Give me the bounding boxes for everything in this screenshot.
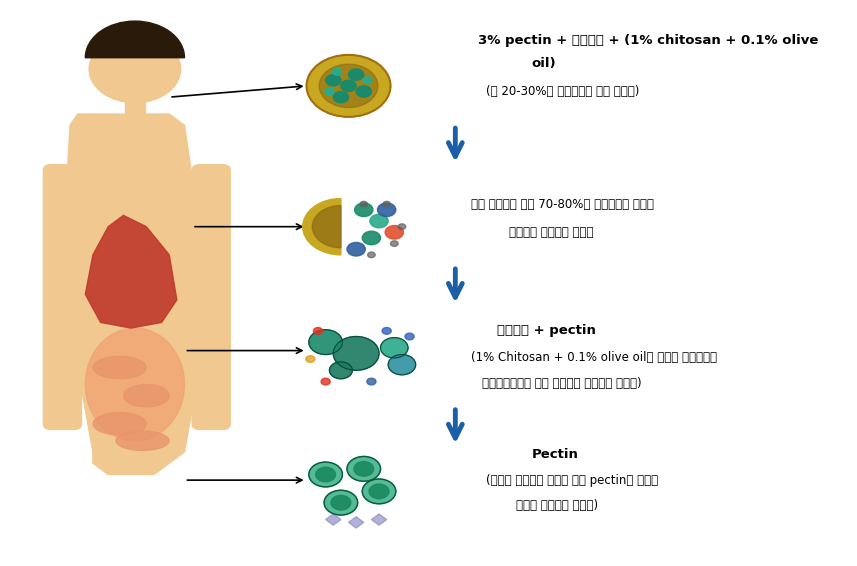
Circle shape (367, 378, 376, 385)
Circle shape (307, 55, 391, 117)
Text: (약 20-30%의 매실소재가 겔을 형성함): (약 20-30%의 매실소재가 겔을 형성함) (486, 85, 639, 98)
Text: Pectin: Pectin (531, 448, 578, 461)
Text: 지방분해효소에 의해 소장에서 용해되어 작용함): 지방분해효소에 의해 소장에서 용해되어 작용함) (482, 377, 642, 390)
Ellipse shape (86, 328, 184, 441)
Circle shape (347, 456, 381, 481)
FancyBboxPatch shape (192, 165, 231, 430)
Circle shape (360, 201, 368, 207)
Circle shape (309, 330, 343, 354)
Circle shape (326, 75, 341, 86)
Circle shape (369, 484, 389, 499)
Polygon shape (63, 114, 204, 474)
Ellipse shape (116, 431, 169, 451)
Circle shape (309, 462, 343, 487)
Circle shape (363, 77, 372, 84)
Text: 매실소재 + pectin: 매실소재 + pectin (497, 324, 596, 337)
Circle shape (315, 467, 336, 482)
Circle shape (341, 80, 357, 92)
Circle shape (325, 88, 334, 95)
Text: 겔을 형성하지 않은 70-80%의 매실소재의 일부는: 겔을 형성하지 않은 70-80%의 매실소재의 일부는 (470, 198, 653, 211)
Ellipse shape (123, 384, 169, 407)
Circle shape (363, 479, 396, 504)
Text: (대장의 수분흡수 작용에 의해 pectin과 결합된: (대장의 수분흡수 작용에 의해 pectin과 결합된 (486, 474, 658, 487)
Circle shape (368, 252, 375, 258)
Text: (1% Chitosan + 0.1% olive oil과 결합한 매실소재는: (1% Chitosan + 0.1% olive oil과 결합한 매실소재는 (470, 351, 716, 364)
Circle shape (331, 495, 351, 510)
Text: 위장에서 흡수되어 작용함: 위장에서 흡수되어 작용함 (509, 226, 593, 239)
Circle shape (319, 64, 378, 108)
Circle shape (321, 378, 330, 385)
Wedge shape (86, 21, 184, 58)
Text: 매실이 용해되어 작용함): 매실이 용해되어 작용함) (517, 499, 598, 512)
Circle shape (377, 203, 396, 217)
Ellipse shape (93, 413, 147, 435)
Circle shape (357, 86, 371, 97)
Wedge shape (312, 205, 341, 248)
Circle shape (314, 328, 322, 335)
Circle shape (355, 203, 373, 217)
FancyBboxPatch shape (125, 92, 145, 114)
Circle shape (391, 241, 399, 246)
Circle shape (306, 355, 315, 362)
Circle shape (363, 231, 381, 245)
Circle shape (381, 338, 408, 358)
Circle shape (349, 69, 363, 80)
Circle shape (388, 354, 416, 375)
Text: 3% pectin + 매실소재 + (1% chitosan + 0.1% olive: 3% pectin + 매실소재 + (1% chitosan + 0.1% o… (478, 35, 818, 48)
Circle shape (329, 362, 352, 379)
Ellipse shape (93, 356, 147, 379)
Circle shape (333, 68, 342, 75)
Circle shape (399, 224, 405, 229)
Circle shape (347, 242, 365, 256)
Text: oil): oil) (531, 57, 556, 70)
Wedge shape (303, 199, 341, 255)
Circle shape (333, 337, 379, 370)
Polygon shape (86, 216, 177, 328)
Circle shape (324, 490, 357, 515)
Circle shape (354, 461, 374, 476)
Circle shape (383, 201, 391, 207)
Circle shape (333, 92, 349, 103)
FancyBboxPatch shape (44, 165, 81, 430)
Circle shape (89, 35, 181, 103)
Circle shape (405, 333, 414, 340)
Circle shape (382, 328, 392, 335)
Circle shape (385, 226, 404, 239)
Circle shape (370, 215, 388, 228)
